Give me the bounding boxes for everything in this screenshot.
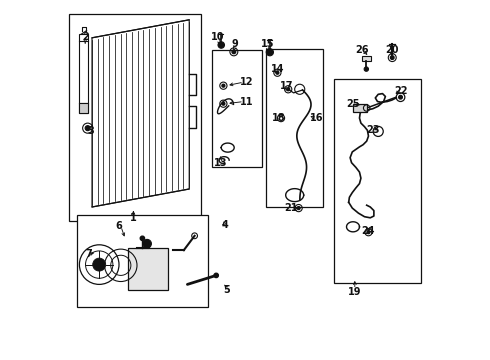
Text: 18: 18: [272, 113, 286, 123]
Circle shape: [140, 236, 145, 240]
Circle shape: [214, 273, 219, 278]
Circle shape: [222, 84, 225, 87]
Text: 22: 22: [394, 86, 407, 96]
Polygon shape: [92, 20, 189, 207]
Bar: [266, 49, 323, 207]
Circle shape: [218, 42, 224, 48]
Text: 7: 7: [85, 249, 92, 259]
Circle shape: [399, 95, 402, 99]
Circle shape: [276, 71, 279, 74]
Bar: [69, 14, 201, 221]
Text: 4: 4: [222, 220, 228, 230]
Circle shape: [232, 50, 236, 54]
Circle shape: [85, 126, 90, 131]
Text: 10: 10: [211, 32, 225, 42]
Circle shape: [143, 239, 151, 248]
Text: 16: 16: [310, 113, 323, 123]
Bar: [362, 56, 371, 61]
Bar: [76, 215, 208, 307]
Bar: [353, 104, 368, 112]
Circle shape: [364, 67, 368, 71]
Text: 13: 13: [214, 158, 227, 168]
Text: 17: 17: [280, 81, 294, 91]
Circle shape: [266, 49, 273, 56]
Circle shape: [93, 258, 106, 271]
Text: 19: 19: [348, 287, 362, 297]
Circle shape: [297, 207, 300, 210]
Bar: [79, 103, 88, 113]
Text: 5: 5: [223, 285, 230, 295]
Text: 2: 2: [82, 32, 89, 42]
Text: 12: 12: [240, 77, 253, 87]
Text: 1: 1: [130, 213, 137, 223]
Circle shape: [367, 231, 370, 234]
Text: 26: 26: [355, 45, 369, 55]
Text: 11: 11: [240, 96, 253, 107]
Circle shape: [222, 102, 225, 105]
Text: 3: 3: [88, 126, 94, 136]
Text: 24: 24: [361, 226, 375, 236]
Text: 23: 23: [366, 125, 380, 135]
Circle shape: [287, 88, 290, 91]
Circle shape: [391, 56, 394, 59]
Text: 25: 25: [346, 99, 360, 109]
Text: 21: 21: [284, 203, 298, 213]
Text: 6: 6: [115, 221, 122, 231]
Text: 8: 8: [144, 240, 150, 251]
Bar: [128, 248, 168, 290]
Bar: [212, 50, 262, 167]
Text: 9: 9: [232, 39, 238, 49]
Circle shape: [98, 263, 101, 266]
Bar: [79, 34, 88, 113]
Text: 14: 14: [271, 64, 285, 74]
Bar: [334, 79, 421, 283]
Text: 20: 20: [385, 45, 399, 55]
Text: 15: 15: [261, 39, 274, 49]
